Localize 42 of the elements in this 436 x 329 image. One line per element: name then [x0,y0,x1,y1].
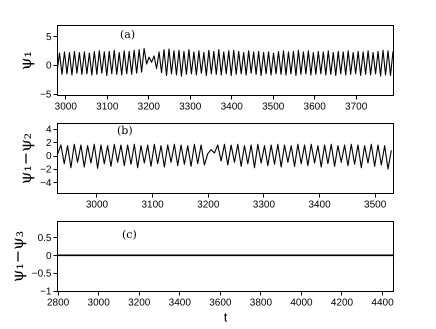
x-tick-label: 3400 [168,298,192,308]
y-tick-label: −2 [40,164,52,176]
x-tick-label: 3000 [54,102,78,112]
annotation: (c) [122,228,137,241]
x-tick-label: 3200 [197,200,220,210]
x-tick-label: 3100 [96,102,119,112]
y-tick-label: 5 [46,32,52,43]
y-tick-label: 0 [46,250,52,262]
x-tick-label: 3400 [308,200,332,210]
x-tick-label: 3500 [262,102,285,112]
x-tick-label: 3100 [142,200,164,210]
x-tick-label: 4200 [330,298,354,308]
y-tick-label: 0.5 [38,232,52,244]
y-tick-label: −5 [40,89,52,100]
y-tick-label: −1 [40,286,52,298]
x-tick-label: 3800 [250,298,272,308]
x-tick-label: 2800 [46,298,70,308]
x-tick-label: 3600 [209,298,232,308]
annotation: (b) [117,124,133,137]
y-tick-label: 2 [46,138,52,149]
x-tick-label: 3200 [138,102,160,112]
annotation: (a) [120,28,136,41]
x-tick-label: 3300 [252,200,276,210]
x-tick-label: 3000 [86,200,109,210]
y-axis-title: ψ₁−ψ₂ [16,132,36,184]
x-tick-label: 3700 [345,102,368,112]
x-tick-label: 3400 [220,102,244,112]
x-tick-label: 3200 [128,298,151,308]
x-tick-label: 4000 [290,298,313,308]
x-tick-label: 3000 [88,298,110,308]
x-tick-label: 4400 [371,298,394,308]
y-tick-label: −4 [40,178,52,189]
y-tick-label: 0 [46,60,52,72]
y-tick-label: 0 [46,151,52,162]
x-tick-label: 3600 [304,102,326,112]
y-tick-label: 4 [46,124,52,136]
x-tick-label: 3500 [364,200,387,210]
y-tick-label: −0.5 [32,268,52,280]
y-axis-title: ψ₁−ψ₃ [8,230,27,282]
y-axis-title: ψ₁ [16,51,36,70]
x-tick-label: 3300 [179,102,202,112]
x-axis-title: t [224,310,228,324]
